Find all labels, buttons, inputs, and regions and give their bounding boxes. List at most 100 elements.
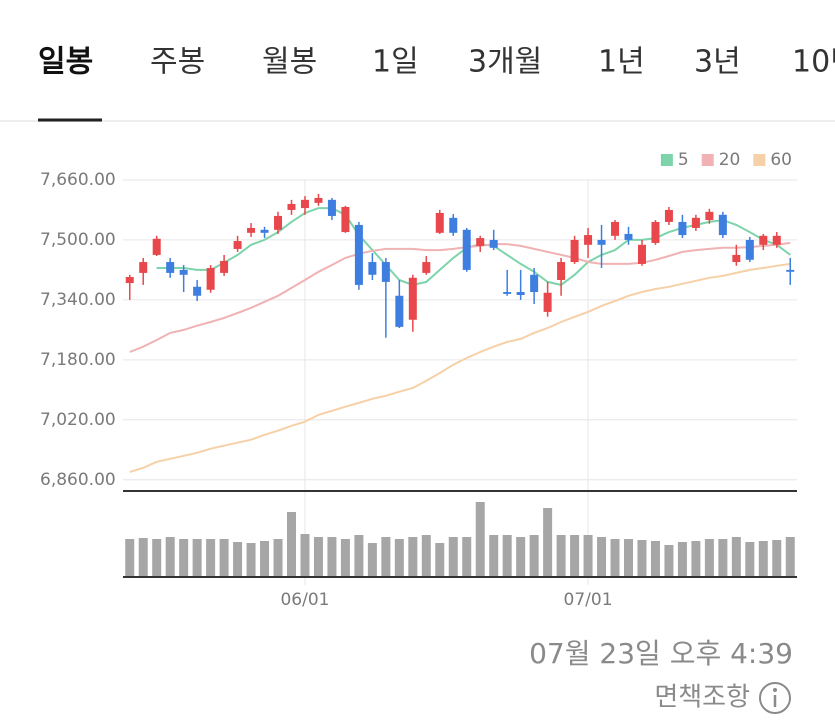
tab[interactable]: 3개월 (468, 45, 542, 80)
volume-bar (381, 537, 391, 577)
candle-body (557, 262, 566, 281)
candle-body (435, 212, 444, 233)
legend-label: 20 (719, 150, 741, 170)
volume-bar (691, 541, 701, 577)
candle-body (220, 260, 229, 273)
volume-bar (125, 539, 135, 577)
volume-bar (233, 542, 243, 577)
candle-body (516, 292, 525, 296)
candle-body (354, 224, 363, 285)
candle-body (395, 295, 404, 327)
x-tick-label: 07/01 (564, 590, 613, 610)
y-tick-label: 7,340.00 (40, 290, 116, 310)
candle-body (247, 227, 256, 233)
volume-bar (152, 539, 162, 577)
y-tick-label: 7,500.00 (40, 230, 116, 250)
ma-line (129, 262, 791, 473)
candle-body (449, 217, 458, 233)
candle-body (678, 221, 687, 236)
candle-body (314, 197, 323, 203)
candle-body (476, 238, 485, 246)
volume-bar (462, 537, 472, 577)
volume-bar (610, 539, 620, 577)
candle-body (408, 277, 417, 320)
volume-bar (475, 502, 485, 577)
volume-bar (340, 539, 350, 577)
candle-body (489, 239, 498, 248)
tab[interactable]: 1년 (598, 45, 645, 80)
volume-bar (718, 539, 728, 577)
volume-bar (179, 539, 189, 577)
candle-body (745, 239, 754, 260)
y-tick-label: 7,020.00 (40, 410, 116, 430)
tab[interactable]: 1일 (372, 45, 419, 80)
volume-bar (408, 537, 418, 577)
volume-bar (273, 539, 283, 577)
candle-body (732, 254, 741, 263)
candle-body (139, 262, 148, 273)
volume-bar (772, 540, 782, 577)
candle-body (287, 203, 296, 210)
info-icon[interactable] (759, 682, 791, 714)
volume-bar (502, 535, 512, 577)
candle-body (705, 211, 714, 221)
volume-bar (624, 539, 633, 577)
disclaimer[interactable]: 면책조항 (654, 683, 750, 713)
candle-body (422, 262, 431, 273)
volume-bar (597, 537, 607, 577)
candle-body (691, 217, 700, 228)
tab[interactable]: 일봉 (38, 45, 93, 80)
tab[interactable]: 3년 (694, 45, 741, 80)
y-tick-label: 6,860.00 (40, 470, 116, 490)
legend-label: 5 (678, 150, 689, 170)
volume-bar (785, 537, 795, 577)
volume-bar (394, 539, 404, 577)
candle-body (624, 233, 633, 240)
volume-bar (556, 535, 566, 577)
volume-bar (206, 539, 216, 577)
volume-bar (421, 535, 431, 577)
candle-body (611, 221, 620, 236)
volume-bar (570, 535, 580, 577)
volume-bar (516, 537, 526, 577)
candle-body (193, 286, 202, 296)
candle-body (462, 229, 471, 270)
candle-body (543, 292, 552, 312)
volume-bar (354, 535, 364, 577)
volume-bar (327, 537, 337, 577)
candle-body (530, 274, 539, 293)
volume-bar (219, 539, 229, 577)
volume-bar (165, 537, 175, 577)
legend-label: 60 (770, 150, 792, 170)
x-tick-label: 06/01 (280, 590, 329, 610)
tab[interactable]: 월봉 (262, 45, 317, 80)
volume-bar (731, 537, 741, 577)
candle-body (503, 292, 512, 294)
candle-body (368, 262, 377, 275)
volume-bar (529, 535, 539, 577)
volume-bar (637, 540, 647, 577)
volume-bar (246, 543, 256, 577)
volume-bar (489, 535, 499, 577)
volume-bar (313, 537, 323, 577)
volume-bar (543, 508, 553, 577)
timestamp: 07월 23일 오후 4:39 (529, 637, 793, 670)
legend-swatch (660, 154, 673, 166)
candle-body (597, 239, 606, 245)
candle-body (570, 239, 579, 263)
y-tick-label: 7,180.00 (40, 350, 116, 370)
candle-body (341, 206, 350, 233)
legend-swatch (753, 154, 766, 166)
candle-body (152, 238, 161, 255)
volume-bar (192, 539, 202, 577)
tab[interactable]: 주봉 (150, 45, 205, 80)
tab[interactable]: 10년 (792, 45, 835, 80)
candle-body (179, 269, 188, 275)
volume-bar (745, 542, 755, 577)
volume-bar (664, 545, 674, 577)
volume-bar (583, 535, 593, 577)
candle-body (637, 244, 646, 264)
volume-bar (650, 541, 660, 577)
candle-body (274, 215, 283, 230)
